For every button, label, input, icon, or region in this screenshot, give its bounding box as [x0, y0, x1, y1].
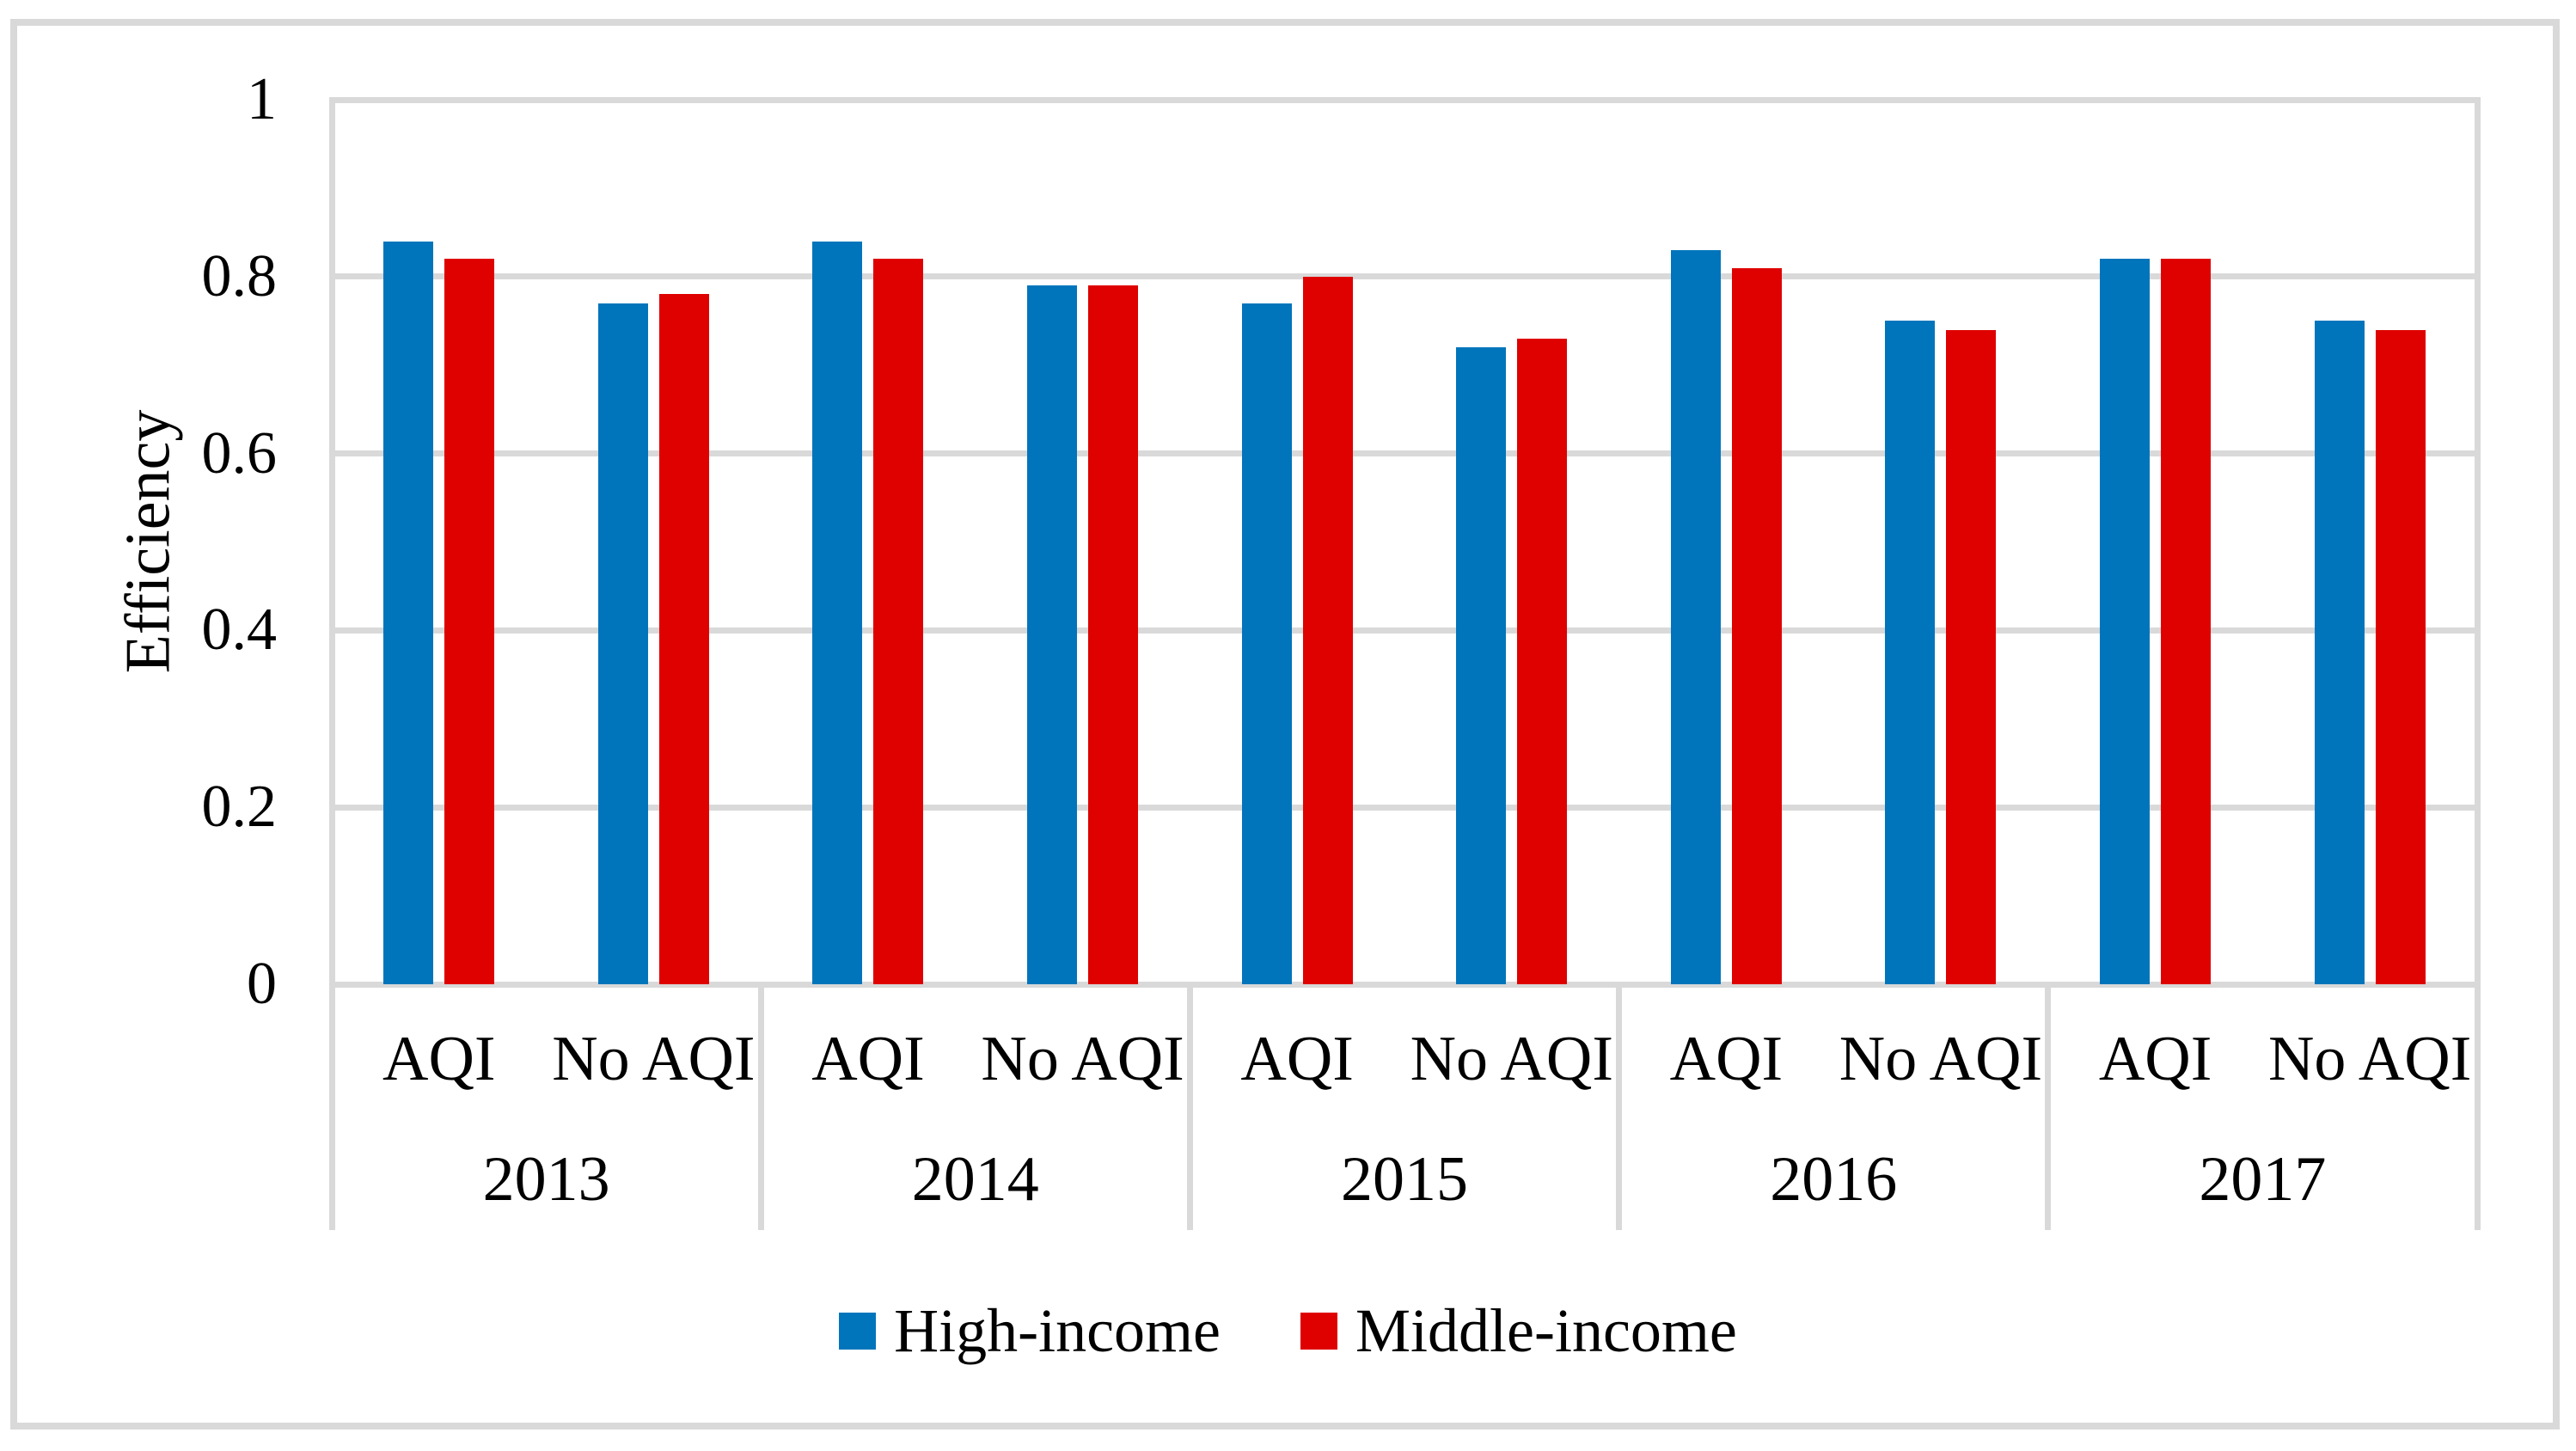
bar-middle-income-2014-no-aqi: [1088, 285, 1139, 984]
category-label-2015-aqi: AQI: [1240, 1024, 1354, 1094]
legend-swatch-high-income: [839, 1312, 877, 1350]
bar-high-income-2014-no-aqi: [1027, 285, 1078, 984]
plot-area: [328, 96, 2481, 988]
year-label-2015: 2015: [1340, 1144, 1468, 1215]
bar-middle-income-2014-aqi: [873, 259, 924, 984]
category-separator: [328, 984, 335, 1230]
legend-swatch-middle-income: [1300, 1312, 1337, 1350]
category-separator: [1186, 984, 1193, 1230]
category-separator: [1616, 984, 1623, 1230]
category-label-2016-aqi: AQI: [1669, 1024, 1784, 1094]
y-tick-label-0.8: 0.8: [201, 242, 278, 309]
y-tick-label-0.6: 0.6: [201, 419, 278, 487]
category-label-2016-no-aqi: No AQI: [1839, 1024, 2043, 1094]
category-label-2013-aqi: AQI: [382, 1024, 496, 1094]
bar-middle-income-2013-no-aqi: [658, 294, 709, 984]
gridline: [328, 627, 2481, 634]
bar-high-income-2015-no-aqi: [1456, 347, 1507, 984]
bar-middle-income-2017-aqi: [2161, 259, 2212, 984]
bar-cluster-2014-no-aqi: [976, 100, 1190, 984]
bar-cluster-2017-aqi: [2048, 100, 2263, 984]
category-label-2015-no-aqi: No AQI: [1410, 1024, 1613, 1094]
bar-cluster-2013-aqi: [332, 100, 547, 984]
legend-item-high-income: High-income: [839, 1300, 1221, 1362]
plot-top-border: [328, 96, 2481, 103]
bar-cluster-2015-aqi: [1190, 100, 1404, 984]
category-separator: [757, 984, 764, 1230]
y-tick-label-1: 1: [247, 66, 277, 132]
bar-middle-income-2015-aqi: [1302, 276, 1353, 984]
bar-middle-income-2015-no-aqi: [1517, 338, 1568, 984]
category-label-2017-no-aqi: No AQI: [2267, 1024, 2472, 1094]
gridline: [328, 804, 2481, 811]
plot-left-border: [328, 96, 335, 988]
year-label-2016: 2016: [1770, 1144, 1898, 1215]
legend-label: Middle-income: [1355, 1296, 1737, 1365]
bar-cluster-2013-no-aqi: [547, 100, 762, 984]
category-separator: [2045, 984, 2052, 1230]
bar-high-income-2013-aqi: [383, 241, 434, 984]
legend-label: High-income: [894, 1296, 1221, 1365]
bar-high-income-2017-aqi: [2100, 259, 2151, 984]
bar-high-income-2015-aqi: [1241, 303, 1292, 984]
bar-cluster-2014-aqi: [761, 100, 976, 984]
category-label-2013-no-aqi: No AQI: [552, 1024, 756, 1094]
bar-high-income-2017-no-aqi: [2314, 321, 2365, 984]
bar-middle-income-2016-no-aqi: [1946, 329, 1997, 984]
year-label-2017: 2017: [2199, 1144, 2327, 1215]
figure-border: [10, 19, 2560, 1430]
bar-high-income-2016-aqi: [1670, 249, 1721, 984]
y-tick-label-0: 0: [247, 951, 277, 1017]
category-label-2017-aqi: AQI: [2098, 1024, 2212, 1094]
y-tick-label-0.2: 0.2: [201, 774, 278, 841]
bar-middle-income-2013-aqi: [444, 259, 495, 984]
gridline: [328, 273, 2481, 280]
category-label-2014-no-aqi: No AQI: [981, 1024, 1184, 1094]
bar-high-income-2014-aqi: [812, 241, 863, 984]
y-tick-label-0.4: 0.4: [201, 597, 278, 664]
bar-middle-income-2016-aqi: [1731, 267, 1782, 984]
bar-high-income-2013-no-aqi: [597, 303, 648, 984]
category-label-2014-aqi: AQI: [811, 1024, 925, 1094]
bar-cluster-2017-no-aqi: [2262, 100, 2477, 984]
bar-cluster-2016-aqi: [1619, 100, 1834, 984]
category-separator: [2474, 984, 2481, 1230]
bar-high-income-2016-no-aqi: [1885, 321, 1936, 984]
x-axis-line: [328, 981, 2481, 988]
year-label-2014: 2014: [911, 1144, 1039, 1215]
plot-right-border: [2474, 96, 2481, 988]
gridline: [328, 450, 2481, 457]
legend-item-middle-income: Middle-income: [1300, 1300, 1737, 1362]
bar-cluster-2016-no-aqi: [1833, 100, 2048, 984]
bar-middle-income-2017-no-aqi: [2375, 329, 2426, 984]
bar-cluster-2015-no-aqi: [1404, 100, 1619, 984]
year-label-2013: 2013: [482, 1144, 610, 1215]
legend: High-income Middle-income: [0, 1300, 2576, 1362]
